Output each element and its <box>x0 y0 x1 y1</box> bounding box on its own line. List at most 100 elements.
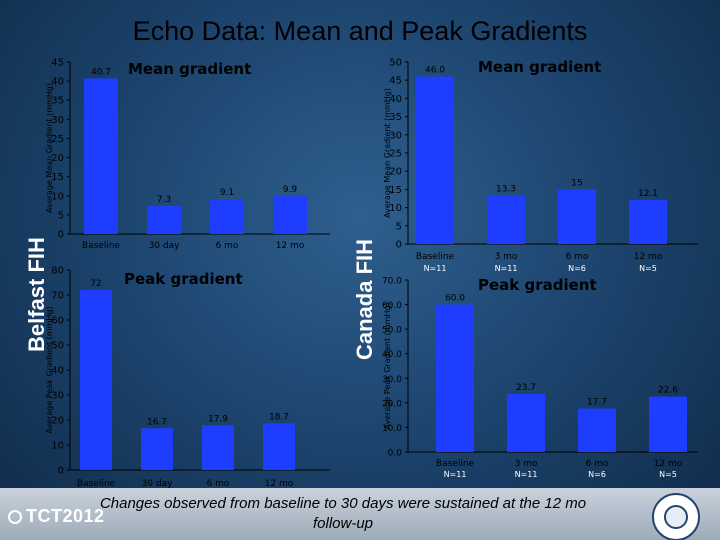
y-tick-label: 30 <box>51 391 64 402</box>
category-label: Baseline <box>416 252 455 262</box>
sample-size-label: N=6 <box>568 264 586 273</box>
category-label: 30 day <box>142 479 174 489</box>
y-tick-label: 60.0 <box>382 301 402 311</box>
sample-size-label: N=11 <box>495 264 518 273</box>
data-label: 15 <box>571 178 582 188</box>
chart-title: Mean gradient <box>128 60 251 78</box>
y-tick-label: 40 <box>51 366 64 377</box>
y-tick-label: 5 <box>396 221 402 232</box>
y-tick-label: 40.0 <box>382 350 402 360</box>
category-label: 12 mo <box>634 252 663 262</box>
sample-size-label: N=6 <box>588 470 606 479</box>
canada-mean-gradient-chart: 0 5 10 15 20 25 30 35 40 45 50 Average Mean Gradien… <box>383 58 698 273</box>
bar <box>147 206 181 234</box>
sample-size-label: N=11 <box>444 470 467 479</box>
sample-size-label: N=5 <box>659 470 677 479</box>
data-label: 13.3 <box>496 185 516 195</box>
y-tick-label: 40 <box>51 77 64 88</box>
y-tick-label: 50.0 <box>382 326 402 336</box>
tct-logo: TCT2012 <box>8 506 105 527</box>
y-tick-label: 80 <box>51 266 64 277</box>
logo-mark-icon <box>8 510 22 525</box>
y-tick-label: 30 <box>51 115 64 126</box>
y-tick-label: 5 <box>58 210 64 221</box>
data-label: 7.3 <box>157 195 171 205</box>
category-label: 12 mo <box>265 479 294 489</box>
y-tick-label: 0 <box>58 466 64 477</box>
y-tick-label: 10.0 <box>382 424 402 434</box>
category-label: 6 mo <box>566 252 589 262</box>
canada-peak-gradient-chart: 0.0 10.0 20.0 30.0 40.0 50.0 60.0 70.0 Average P… <box>382 276 698 479</box>
footer-bar <box>0 488 720 540</box>
belfast-row-label: Belfast FIH <box>24 237 49 352</box>
belfast-peak-gradient-chart: 0 10 20 30 40 50 60 70 80 Average Peak Gradient (… <box>45 266 330 489</box>
bar <box>263 423 295 470</box>
y-tick-label: 30 <box>389 130 402 141</box>
data-label: 17.9 <box>208 414 228 424</box>
y-tick-label: 35 <box>389 112 402 123</box>
sample-size-label: N=11 <box>424 264 447 273</box>
bar <box>141 428 173 470</box>
bar <box>80 290 112 470</box>
bar <box>84 78 118 235</box>
data-label: 23.7 <box>516 383 536 393</box>
bar <box>436 304 474 452</box>
y-tick-label: 15 <box>389 185 402 196</box>
y-tick-label: 70 <box>51 291 64 302</box>
y-tick-label: 0 <box>58 230 64 241</box>
data-label: 72 <box>90 279 101 289</box>
y-tick-label: 15 <box>51 172 64 183</box>
y-tick-label: 25 <box>51 134 64 145</box>
y-tick-label: 20.0 <box>382 399 402 409</box>
canada-row-label: Canada FIH <box>352 238 377 360</box>
y-tick-label: 10 <box>51 441 64 452</box>
data-label: 46.0 <box>425 66 445 76</box>
category-label: 3 mo <box>495 252 518 262</box>
data-label: 60.0 <box>445 294 465 304</box>
y-tick-label: 20 <box>51 416 64 427</box>
belfast-mean-gradient-chart: 0 5 10 15 20 25 30 35 40 45 Average Mean Gradient … <box>45 58 330 251</box>
bar <box>416 76 454 244</box>
logo-text: TCT2012 <box>26 506 105 526</box>
foundation-seal-icon <box>652 493 700 540</box>
data-label: 12.1 <box>638 189 658 199</box>
y-tick-label: 70.0 <box>382 277 402 287</box>
category-label: 6 mo <box>207 479 230 489</box>
sample-size-label: N=5 <box>639 264 657 273</box>
y-tick-label: 25 <box>389 149 402 160</box>
y-tick-label: 10 <box>51 191 64 202</box>
bar <box>558 189 596 244</box>
y-axis-title: Average Peak Gradient (mmHg) <box>383 302 392 429</box>
y-axis-title: Average Peak Gradient (mmHg) <box>45 306 54 433</box>
category-label: Baseline <box>77 479 116 489</box>
footer-note: Changes observed from baseline to 30 day… <box>99 495 587 532</box>
data-label: 40.7 <box>91 67 111 77</box>
chart-title: Mean gradient <box>478 58 601 76</box>
y-tick-label: 20 <box>51 153 64 164</box>
y-tick-label: 0.0 <box>388 449 403 459</box>
bar <box>578 408 616 452</box>
data-label: 16.7 <box>147 417 167 427</box>
bar <box>649 396 687 452</box>
bar <box>273 196 307 234</box>
data-label: 9.9 <box>283 185 298 195</box>
bar <box>629 199 667 244</box>
y-tick-label: 30.0 <box>382 375 402 385</box>
slide-title: Echo Data: Mean and Peak Gradients <box>132 16 588 46</box>
y-tick-label: 10 <box>389 203 402 214</box>
y-axis-title: Average Mean Gradient (mmHg) <box>383 88 392 218</box>
category-label: 30 day <box>149 241 181 251</box>
data-label: 17.7 <box>587 398 607 408</box>
data-label: 9.1 <box>220 188 234 198</box>
chart-title: Peak gradient <box>124 270 243 288</box>
y-tick-label: 45 <box>389 76 402 87</box>
category-label: 12 mo <box>654 459 683 469</box>
bar <box>487 195 525 244</box>
y-tick-label: 40 <box>389 94 402 105</box>
category-label: Baseline <box>436 459 475 469</box>
y-tick-label: 50 <box>389 58 402 69</box>
bar <box>202 425 234 470</box>
bar <box>507 393 545 452</box>
category-label: 6 mo <box>586 459 609 469</box>
